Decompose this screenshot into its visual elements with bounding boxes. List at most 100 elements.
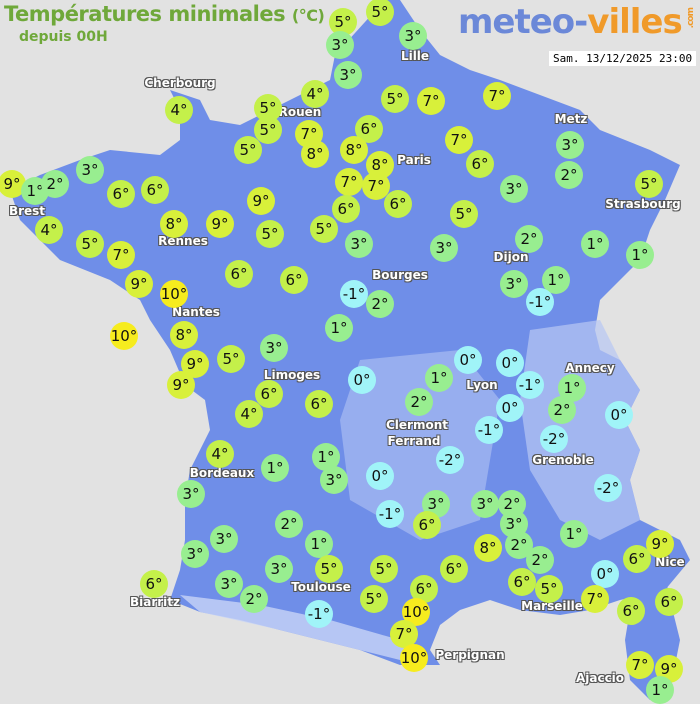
temperature-marker[interactable]: 1° bbox=[581, 230, 609, 258]
temperature-marker[interactable]: 5° bbox=[310, 215, 338, 243]
temperature-marker[interactable]: 10° bbox=[110, 322, 138, 350]
temperature-marker[interactable]: 7° bbox=[483, 82, 511, 110]
temperature-marker[interactable]: 10° bbox=[400, 644, 428, 672]
temperature-marker[interactable]: 5° bbox=[217, 345, 245, 373]
temperature-marker[interactable]: 1° bbox=[425, 364, 453, 392]
temperature-marker[interactable]: 2° bbox=[515, 225, 543, 253]
temperature-marker[interactable]: 3° bbox=[500, 270, 528, 298]
temperature-marker[interactable]: 3° bbox=[320, 466, 348, 494]
temperature-marker[interactable]: 5° bbox=[366, 0, 394, 26]
temperature-marker[interactable]: 6° bbox=[410, 575, 438, 603]
temperature-marker[interactable]: 7° bbox=[445, 126, 473, 154]
temperature-marker[interactable]: 8° bbox=[474, 534, 502, 562]
temperature-marker[interactable]: 5° bbox=[76, 230, 104, 258]
temperature-marker[interactable]: 0° bbox=[454, 346, 482, 374]
temperature-marker[interactable]: 5° bbox=[535, 575, 563, 603]
temperature-marker[interactable]: 3° bbox=[345, 230, 373, 258]
temperature-marker[interactable]: 0° bbox=[348, 366, 376, 394]
temperature-marker[interactable]: -2° bbox=[436, 446, 464, 474]
temperature-marker[interactable]: 6° bbox=[508, 568, 536, 596]
temperature-marker[interactable]: 3° bbox=[399, 22, 427, 50]
temperature-marker[interactable]: 1° bbox=[305, 530, 333, 558]
temperature-marker[interactable]: -1° bbox=[340, 280, 368, 308]
temperature-marker[interactable]: 2° bbox=[405, 388, 433, 416]
temperature-marker[interactable]: 8° bbox=[160, 210, 188, 238]
temperature-marker[interactable]: 9° bbox=[247, 187, 275, 215]
temperature-marker[interactable]: 6° bbox=[413, 511, 441, 539]
temperature-marker[interactable]: 5° bbox=[450, 200, 478, 228]
temperature-marker[interactable]: 8° bbox=[301, 140, 329, 168]
temperature-marker[interactable]: 6° bbox=[225, 260, 253, 288]
temperature-marker[interactable]: 6° bbox=[384, 190, 412, 218]
temperature-marker[interactable]: 2° bbox=[526, 546, 554, 574]
temperature-marker[interactable]: 2° bbox=[548, 396, 576, 424]
temperature-marker[interactable]: -1° bbox=[305, 600, 333, 628]
temperature-marker[interactable]: 3° bbox=[471, 490, 499, 518]
temperature-marker[interactable]: 6° bbox=[440, 555, 468, 583]
temperature-marker[interactable]: 0° bbox=[496, 349, 524, 377]
temperature-marker[interactable]: 2° bbox=[366, 290, 394, 318]
temperature-marker[interactable]: 7° bbox=[417, 87, 445, 115]
temperature-marker[interactable]: 2° bbox=[275, 510, 303, 538]
temperature-marker[interactable]: 3° bbox=[181, 540, 209, 568]
temperature-marker[interactable]: 2° bbox=[240, 585, 268, 613]
temperature-marker[interactable]: 1° bbox=[646, 676, 674, 704]
temperature-marker[interactable]: 3° bbox=[326, 31, 354, 59]
temperature-marker[interactable]: 6° bbox=[466, 150, 494, 178]
temperature-marker[interactable]: 8° bbox=[340, 136, 368, 164]
temperature-marker[interactable]: -2° bbox=[540, 425, 568, 453]
temperature-marker[interactable]: 4° bbox=[301, 80, 329, 108]
temperature-marker[interactable]: 4° bbox=[35, 216, 63, 244]
temperature-marker[interactable]: 6° bbox=[655, 588, 683, 616]
temperature-marker[interactable]: 6° bbox=[623, 545, 651, 573]
temperature-marker[interactable]: 10° bbox=[402, 598, 430, 626]
temperature-marker[interactable]: 2° bbox=[555, 161, 583, 189]
temperature-marker[interactable]: 7° bbox=[335, 168, 363, 196]
temperature-marker[interactable]: 5° bbox=[635, 170, 663, 198]
temperature-marker[interactable]: -1° bbox=[526, 288, 554, 316]
temperature-marker[interactable]: 1° bbox=[312, 443, 340, 471]
temperature-marker[interactable]: 9° bbox=[125, 270, 153, 298]
temperature-marker[interactable]: 5° bbox=[370, 555, 398, 583]
temperature-marker[interactable]: 0° bbox=[605, 401, 633, 429]
temperature-marker[interactable]: -1° bbox=[376, 500, 404, 528]
temperature-marker[interactable]: 5° bbox=[315, 555, 343, 583]
temperature-marker[interactable]: 6° bbox=[107, 180, 135, 208]
temperature-marker[interactable]: 5° bbox=[381, 85, 409, 113]
temperature-marker[interactable]: 3° bbox=[430, 234, 458, 262]
temperature-marker[interactable]: 6° bbox=[332, 195, 360, 223]
temperature-marker[interactable]: 3° bbox=[177, 480, 205, 508]
temperature-marker[interactable]: 9° bbox=[0, 170, 26, 198]
temperature-marker[interactable]: 5° bbox=[234, 136, 262, 164]
temperature-marker[interactable]: 3° bbox=[260, 334, 288, 362]
temperature-marker[interactable]: 6° bbox=[617, 597, 645, 625]
temperature-marker[interactable]: 4° bbox=[206, 440, 234, 468]
temperature-marker[interactable]: 10° bbox=[160, 280, 188, 308]
temperature-marker[interactable]: 2° bbox=[41, 170, 69, 198]
temperature-marker[interactable]: 9° bbox=[646, 530, 674, 558]
temperature-marker[interactable]: 7° bbox=[107, 241, 135, 269]
temperature-marker[interactable]: 1° bbox=[325, 314, 353, 342]
temperature-marker[interactable]: 4° bbox=[235, 400, 263, 428]
temperature-marker[interactable]: 5° bbox=[254, 116, 282, 144]
temperature-marker[interactable]: 6° bbox=[305, 390, 333, 418]
temperature-marker[interactable]: -2° bbox=[594, 474, 622, 502]
temperature-marker[interactable]: 0° bbox=[591, 560, 619, 588]
meteo-villes-logo[interactable]: meteo-villes .com bbox=[458, 2, 696, 42]
temperature-marker[interactable]: 1° bbox=[626, 241, 654, 269]
temperature-marker[interactable]: 6° bbox=[141, 176, 169, 204]
temperature-marker[interactable]: 3° bbox=[215, 570, 243, 598]
temperature-marker[interactable]: 6° bbox=[255, 380, 283, 408]
temperature-marker[interactable]: 1° bbox=[560, 520, 588, 548]
temperature-marker[interactable]: 4° bbox=[165, 96, 193, 124]
temperature-marker[interactable]: 7° bbox=[581, 585, 609, 613]
temperature-marker[interactable]: 3° bbox=[556, 131, 584, 159]
temperature-marker[interactable]: 8° bbox=[170, 321, 198, 349]
temperature-marker[interactable]: 7° bbox=[626, 651, 654, 679]
temperature-marker[interactable]: -1° bbox=[516, 371, 544, 399]
temperature-marker[interactable]: 6° bbox=[355, 115, 383, 143]
temperature-marker[interactable]: 3° bbox=[500, 175, 528, 203]
temperature-marker[interactable]: 5° bbox=[256, 220, 284, 248]
temperature-marker[interactable]: 3° bbox=[210, 525, 238, 553]
temperature-marker[interactable]: 9° bbox=[206, 210, 234, 238]
